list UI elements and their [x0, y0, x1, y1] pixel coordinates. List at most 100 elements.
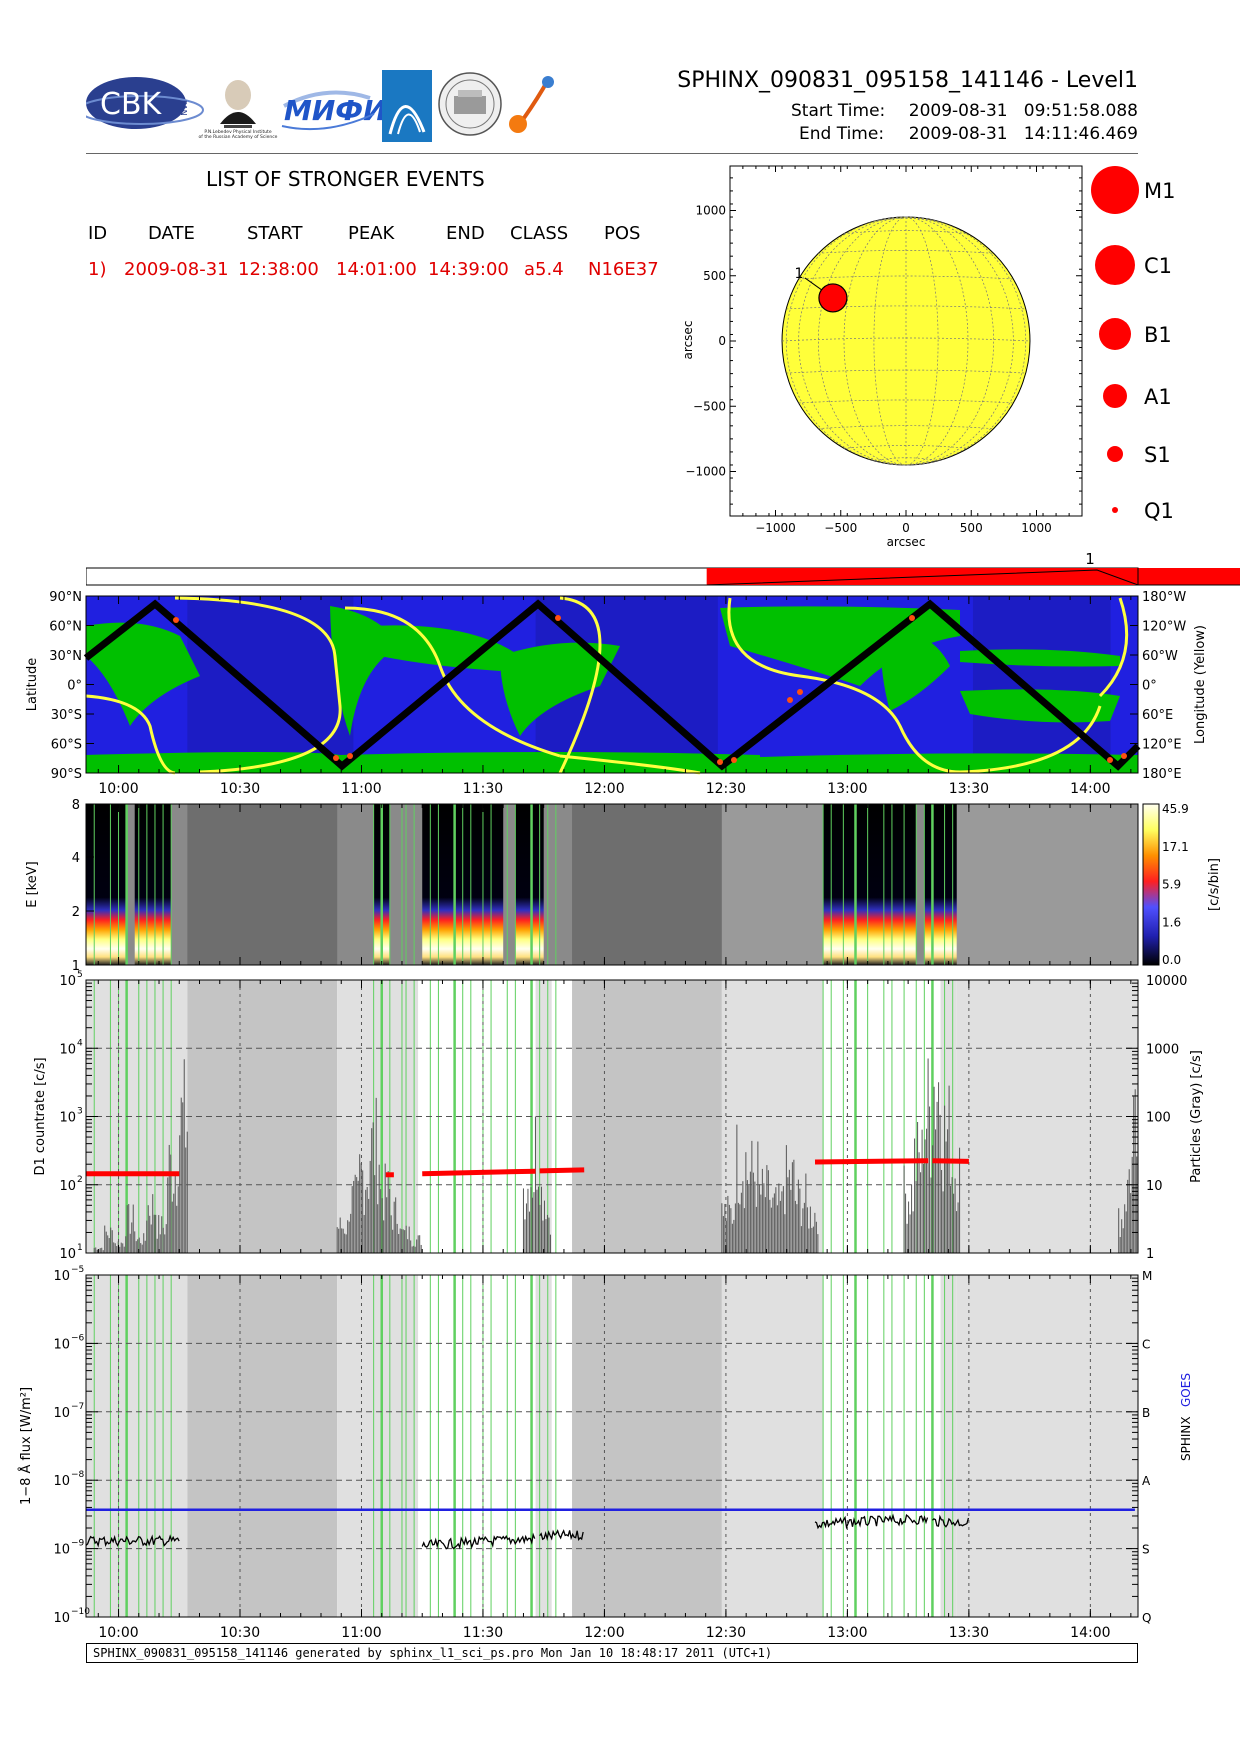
sun-xtick-label: 500 — [960, 521, 983, 535]
orbit-track-flag — [347, 753, 353, 759]
colorbar-tick-label: 5.9 — [1162, 878, 1181, 892]
orbit-map-panel: 90°N 180°W 60°N 120°W 30°N 60°W 0° 0° 30°S 60°E 60… — [25, 590, 1208, 797]
orbit-ylabel-right: Longitude (Yellow) — [1193, 625, 1208, 744]
orbit-shadow-band — [972, 596, 1111, 773]
crimea-logo — [382, 70, 432, 142]
end-time-value: 2009-08-31 14:11:46.469 — [908, 124, 1138, 144]
event-row-id: 1) — [88, 259, 107, 280]
orbit-lon-tick-label: 120°W — [1142, 620, 1186, 635]
spectrogram-shadow — [572, 804, 722, 965]
time-tick-label: 14:00 — [1070, 781, 1110, 797]
flux-legend-goes: GOES — [1179, 1373, 1193, 1407]
flux-ytick-label: 10 — [53, 1474, 70, 1489]
spectrogram-gap — [721, 804, 824, 965]
flux-bg-band — [956, 1275, 1138, 1617]
orbit-track-flag — [333, 755, 339, 761]
time-tick-label: 13:30 — [949, 1625, 989, 1641]
countrate-ylabel-right: Particles (Gray) [c/s] — [1189, 1050, 1204, 1183]
events-col-id: ID — [88, 223, 108, 244]
spectrogram-segment — [515, 804, 544, 965]
orbit-land — [340, 752, 760, 773]
events-col-peak: PEAK — [348, 223, 395, 244]
spectrogram-frame — [85, 803, 1139, 966]
svg-text:PAN: PAN — [179, 100, 188, 116]
orbit-track-flag — [1121, 753, 1127, 759]
size-legend-dot — [1103, 384, 1127, 408]
file-title: SPHINX_090831_095158_141146 - Level1 — [677, 68, 1138, 93]
orbit-longitude-curve — [559, 754, 701, 775]
event-timeline-bar: 1 — [86, 550, 1240, 586]
flux-class-label: A — [1142, 1474, 1151, 1488]
sun-longitude-line — [905, 216, 1014, 466]
countrate-ytick-label: 10 — [59, 974, 76, 989]
sphinx-flux-segment — [539, 1529, 584, 1542]
colorbar — [1142, 803, 1160, 966]
svg-text:of the Russian Academy of Scie: of the Russian Academy of Science — [199, 134, 278, 140]
seal-logo — [438, 72, 502, 136]
size-legend: M1 C1 B1 A1 S1 Q1 — [1091, 166, 1175, 523]
time-tick-label: 11:30 — [463, 781, 503, 797]
orbit-longitude-curve — [174, 596, 342, 774]
sun-disk-map: −1000 −1000 −500 −500 0 0 500 500 1000 1000 1 arcs… — [681, 165, 1083, 549]
events-col-date: DATE — [148, 223, 195, 244]
flux-bg-band — [572, 1275, 722, 1617]
flux-ytick-exponent: −6 — [71, 1333, 85, 1343]
events-col-end: END — [446, 223, 485, 244]
svg-text:МИФИ: МИФИ — [284, 94, 387, 127]
size-legend-dot — [1091, 166, 1139, 214]
size-legend-label: Q1 — [1144, 499, 1174, 523]
events-title: LIST OF STRONGER EVENTS — [206, 167, 485, 191]
countrate-ytick-label: 10 — [59, 1111, 76, 1126]
event-row-start: 12:38:00 — [238, 259, 319, 280]
time-tick-label: 12:00 — [584, 1625, 624, 1641]
countrate-rtick-label: 10000 — [1146, 974, 1187, 989]
orbit-lon-tick-label: 60°E — [1142, 708, 1173, 723]
orbit-longitude-curve — [558, 596, 602, 774]
sun-longitude-line — [843, 216, 907, 466]
sun-longitude-line — [905, 216, 939, 466]
time-tick-label: 10:00 — [98, 781, 138, 797]
sphinx-flux-segment — [814, 1513, 929, 1530]
start-time-value: 2009-08-31 09:51:58.088 — [908, 101, 1138, 121]
flux-bg-band — [337, 1275, 366, 1617]
size-legend-label: M1 — [1144, 179, 1175, 203]
sun-latitude-line — [798, 275, 1014, 280]
flux-frame — [85, 1274, 1139, 1618]
sun-longitude-line — [785, 216, 907, 466]
orbit-land — [86, 622, 200, 726]
time-tick-label: 11:00 — [341, 781, 381, 797]
orbit-land — [880, 630, 950, 711]
event-marker — [818, 283, 848, 313]
flux-bg-band — [721, 1275, 824, 1617]
orbit-longitude-curve — [1098, 597, 1129, 698]
events-col-start: START — [247, 223, 303, 244]
flux-bg-band — [86, 1275, 188, 1617]
sun-xtick-label: −1000 — [755, 521, 796, 535]
colorbar-tick-label: 17.1 — [1162, 840, 1189, 854]
spectrogram-ytick-label: 8 — [72, 798, 80, 813]
orbit-lat-tick-label: 60°S — [51, 738, 82, 753]
time-tick-label: 11:00 — [341, 1625, 381, 1641]
colorbar-tick-label: 1.6 — [1162, 915, 1181, 929]
time-tick-label: 12:30 — [706, 1625, 746, 1641]
flux-bg-band — [365, 1275, 419, 1617]
orbit-lon-tick-label: 180°E — [1142, 767, 1182, 782]
svg-text:P.N.Lebedev Physical Institute: P.N.Lebedev Physical Institute — [204, 129, 271, 135]
countrate-rtick-label: 10 — [1146, 1179, 1163, 1194]
countrate-rtick-label: 100 — [1146, 1111, 1171, 1126]
flux-legend-sphinx: SPHINX — [1179, 1416, 1193, 1461]
time-tick-label: 12:00 — [584, 781, 624, 797]
orbit-longitude-curve — [85, 694, 176, 775]
spectrogram-segment — [924, 804, 957, 965]
timeline-event-span — [706, 568, 1240, 585]
flux-bg-band — [823, 1275, 941, 1617]
flux-ytick-exponent: −7 — [71, 1402, 84, 1412]
event-row-class: a5.4 — [524, 259, 564, 280]
sun-latitude-line — [786, 369, 1026, 374]
countrate-ytick-label: 10 — [59, 1247, 76, 1262]
spectrogram-segment — [86, 804, 127, 965]
countrate-bg-band — [187, 980, 338, 1253]
flux-ylabel: 1−8 Å flux [W/m²] — [18, 1387, 34, 1505]
orbit-longitude-curve — [959, 705, 1102, 774]
sun-longitude-line — [798, 216, 907, 466]
